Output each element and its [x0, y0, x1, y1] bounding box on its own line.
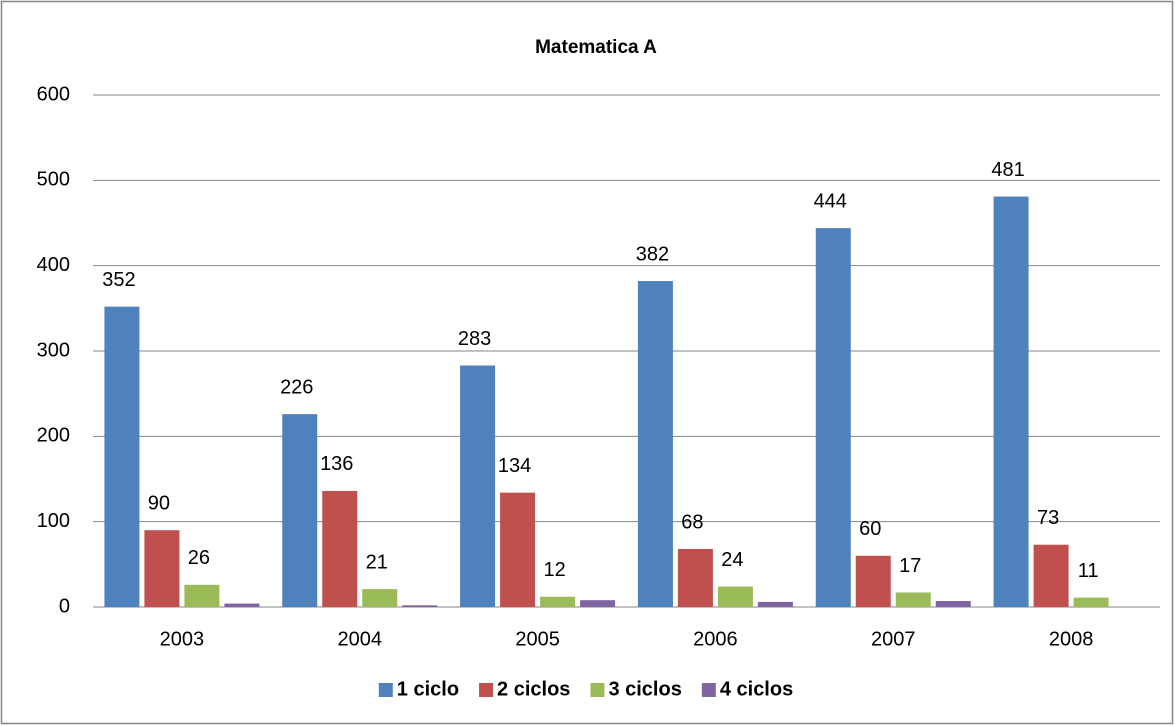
bar [895, 592, 931, 607]
x-tick-label: 2006 [693, 628, 738, 650]
y-tick-label: 600 [37, 83, 70, 105]
data-label: 12 [543, 559, 565, 581]
legend-label: 3 ciclos [608, 678, 681, 700]
data-label: 481 [991, 159, 1024, 181]
data-label: 11 [1078, 560, 1099, 582]
y-tick-label: 0 [59, 595, 70, 617]
x-tick-label: 2007 [871, 628, 916, 650]
legend-label: 4 ciclos [720, 678, 793, 700]
bar [224, 603, 260, 607]
y-tick-label: 300 [37, 339, 70, 361]
bar [757, 601, 793, 607]
bar [993, 196, 1029, 607]
bar [362, 589, 398, 607]
x-tick-label: 2005 [515, 628, 560, 650]
bar [580, 600, 616, 607]
y-tick-label: 200 [37, 425, 70, 447]
legend-swatch [479, 683, 494, 697]
legend-swatch [590, 683, 605, 697]
y-tick-label: 100 [37, 510, 70, 532]
data-label: 17 [899, 555, 921, 577]
bar [184, 584, 220, 607]
data-label: 26 [188, 547, 210, 569]
bar [460, 365, 496, 607]
bar [282, 414, 318, 607]
data-label: 136 [320, 453, 353, 475]
x-tick-label: 2003 [160, 628, 205, 650]
data-label: 134 [498, 455, 531, 477]
bar [815, 228, 851, 607]
bar [637, 281, 673, 607]
bar [717, 586, 753, 607]
data-label: 226 [280, 376, 313, 398]
x-tick-label: 2004 [338, 628, 383, 650]
bar [104, 306, 140, 607]
x-tick-label: 2008 [1049, 628, 1094, 650]
y-tick-label: 500 [37, 169, 70, 191]
legend-label: 1 ciclo [397, 678, 459, 700]
data-label: 352 [102, 269, 135, 291]
bar [144, 530, 180, 607]
data-label: 60 [859, 518, 881, 540]
bar [402, 605, 438, 607]
bar [1033, 544, 1069, 607]
bar [500, 492, 536, 607]
data-label: 73 [1037, 507, 1059, 529]
data-label: 24 [721, 549, 743, 571]
data-label: 21 [366, 551, 388, 573]
data-label: 68 [681, 511, 703, 533]
data-label: 90 [148, 492, 170, 514]
bar [540, 596, 576, 607]
data-label: 283 [458, 328, 491, 350]
legend-label: 2 ciclos [497, 678, 570, 700]
y-tick-label: 400 [37, 254, 70, 276]
bar [855, 555, 891, 607]
bar [677, 548, 713, 607]
bar [322, 490, 358, 607]
bar [1073, 597, 1109, 607]
data-label: 382 [636, 243, 669, 265]
legend-swatch [378, 683, 393, 697]
legend-swatch [701, 683, 716, 697]
data-label: 444 [814, 190, 847, 212]
chart-title: Matematica A [535, 37, 657, 58]
bar [935, 601, 971, 607]
